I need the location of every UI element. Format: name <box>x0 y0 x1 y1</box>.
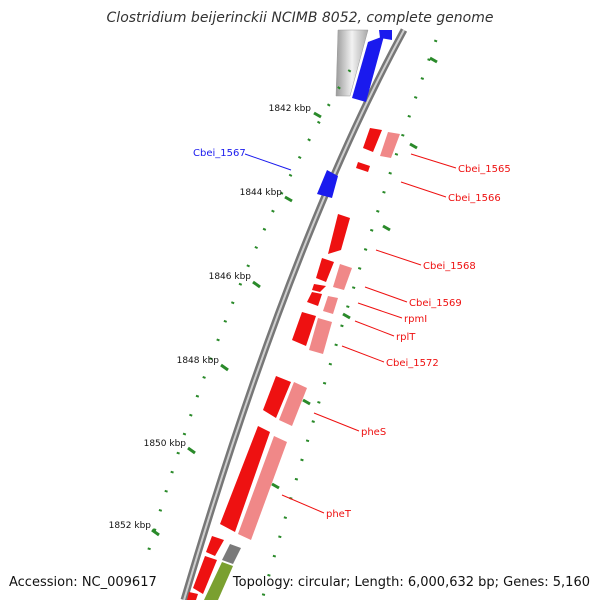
scale-label: 1842 kbp <box>269 104 312 114</box>
scale-label: 1850 kbp <box>144 439 187 449</box>
gene-label-rpmi[interactable]: rpmI <box>404 314 427 325</box>
gene-label-cbei-1568[interactable]: Cbei_1568 <box>423 261 476 272</box>
forward-cds-top <box>352 36 384 102</box>
major-ticks <box>151 56 438 537</box>
scale-label: 1844 kbp <box>240 188 283 198</box>
cbei-1567-leader <box>244 153 292 171</box>
reverse-cds-group <box>187 128 400 600</box>
backbone-arc <box>180 28 408 600</box>
genome-summary-text: Topology: circular; Length: 6,000,632 bp… <box>232 575 590 590</box>
gene-label-rplt[interactable]: rplT <box>396 332 416 343</box>
gene-label-cbei-1566[interactable]: Cbei_1566 <box>448 193 501 204</box>
gene-label-cbei-1567[interactable]: Cbei_1567 <box>193 148 246 159</box>
backbone-highlight <box>183 29 405 600</box>
forward-cds-top-small <box>379 30 392 40</box>
forward-cds-cbei-1567 <box>317 170 338 198</box>
scale-label: 1848 kbp <box>177 356 220 366</box>
gene-label-phes[interactable]: pheS <box>361 427 386 438</box>
gene-leaders <box>281 153 457 514</box>
gene-label-cbei-1569[interactable]: Cbei_1569 <box>409 298 462 309</box>
scale-label: 1846 kbp <box>209 272 252 282</box>
accession-text: Accession: NC_009617 <box>9 575 157 590</box>
map-title: Clostridium beijerinckii NCIMB 8052, com… <box>106 10 494 26</box>
gene-label-phet[interactable]: pheT <box>326 509 352 520</box>
gene-label-cbei-1572[interactable]: Cbei_1572 <box>386 358 439 369</box>
gray-feature <box>335 29 369 97</box>
scale-label: 1852 kbp <box>109 521 152 531</box>
gene-label-cbei-1565[interactable]: Cbei_1565 <box>458 164 511 175</box>
